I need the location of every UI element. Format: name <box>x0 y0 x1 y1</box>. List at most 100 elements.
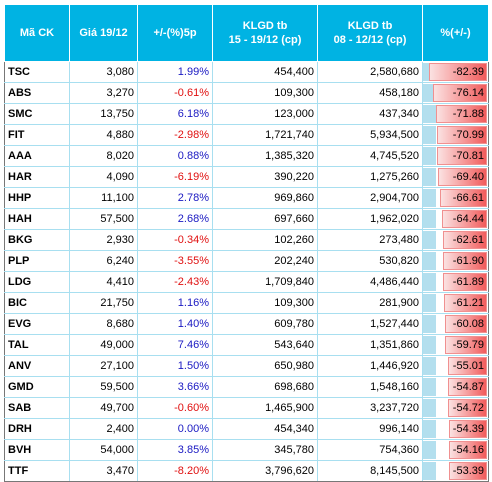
table-row: FIT 4,880 -2.98% 1,721,740 5,934,500 -70.99 <box>4 124 489 146</box>
volume-change-cell: -69.40 <box>422 166 489 188</box>
price-cell: 3,270 <box>69 82 138 104</box>
avg-volume-previous-cell: 4,486,440 <box>317 271 423 293</box>
price-cell: 59,500 <box>69 376 138 398</box>
avg-volume-previous-cell: 458,180 <box>317 82 423 104</box>
ticker-cell: SAB <box>4 397 70 419</box>
volume-change-cell: -61.89 <box>422 271 489 293</box>
ticker-cell: DRH <box>4 418 70 440</box>
volume-change-bar <box>442 210 487 228</box>
volume-change-table: Mã CK Giá 19/12 +/-(%)5p KLGD tb 15 - 19… <box>4 4 489 482</box>
volume-change-cell: -66.61 <box>422 187 489 209</box>
avg-volume-current-cell: 969,860 <box>212 187 318 209</box>
price-cell: 8,020 <box>69 145 138 167</box>
volume-change-bar <box>448 399 487 417</box>
avg-volume-previous-cell: 5,934,500 <box>317 124 423 146</box>
ticker-cell: GMD <box>4 376 70 398</box>
table-row: SAB 49,700 -0.60% 1,465,900 3,237,720 -54.72 <box>4 397 489 419</box>
volume-change-bar <box>440 189 487 207</box>
volume-change-bar <box>436 105 487 123</box>
volume-change-bar <box>433 84 487 102</box>
bar-background <box>423 273 436 291</box>
table-row: TTF 3,470 -8.20% 3,796,620 8,145,500 -53.39 <box>4 460 489 482</box>
avg-volume-previous-cell: 2,904,700 <box>317 187 423 209</box>
volume-change-value: -60.08 <box>452 318 484 330</box>
avg-volume-current-cell: 454,400 <box>212 61 318 83</box>
volume-change-value: -54.39 <box>452 423 484 435</box>
header-avg-volume-current: KLGD tb 15 - 19/12 (cp) <box>212 4 318 62</box>
ticker-cell: FIT <box>4 124 70 146</box>
volume-change-bar <box>449 441 487 459</box>
table-row: DRH 2,400 0.00% 454,340 996,140 -54.39 <box>4 418 489 440</box>
ticker-cell: TTF <box>4 460 70 482</box>
volume-change-cell: -62.61 <box>422 229 489 251</box>
bar-background <box>423 252 436 270</box>
volume-change-bar <box>443 273 487 291</box>
ticker-cell: TAL <box>4 334 70 356</box>
avg-volume-previous-cell: 273,480 <box>317 229 423 251</box>
table-row: EVG 8,680 1.40% 609,780 1,527,440 -60.08 <box>4 313 489 335</box>
table-row: SMC 13,750 6.18% 123,000 437,340 -71.88 <box>4 103 489 125</box>
volume-change-value: -69.40 <box>452 171 484 183</box>
avg-volume-previous-cell: 1,548,160 <box>317 376 423 398</box>
table-row: BVH 54,000 3.85% 345,780 754,360 -54.16 <box>4 439 489 461</box>
price-cell: 54,000 <box>69 439 138 461</box>
avg-volume-current-cell: 698,680 <box>212 376 318 398</box>
price-cell: 49,700 <box>69 397 138 419</box>
ticker-cell: HAR <box>4 166 70 188</box>
avg-volume-current-cell: 3,796,620 <box>212 460 318 482</box>
price-cell: 3,080 <box>69 61 138 83</box>
bar-background <box>423 441 436 459</box>
volume-change-value: -66.61 <box>452 192 484 204</box>
volume-change-cell: -53.39 <box>422 460 489 482</box>
avg-volume-previous-cell: 1,275,260 <box>317 166 423 188</box>
volume-change-value: -76.14 <box>452 87 484 99</box>
price-change-cell: -2.43% <box>137 271 213 293</box>
avg-volume-previous-cell: 754,360 <box>317 439 423 461</box>
avg-volume-previous-cell: 1,962,020 <box>317 208 423 230</box>
volume-change-cell: -54.39 <box>422 418 489 440</box>
bar-background <box>423 147 436 165</box>
volume-change-value: -54.87 <box>452 381 484 393</box>
price-change-cell: -0.34% <box>137 229 213 251</box>
price-change-cell: -0.60% <box>137 397 213 419</box>
price-change-cell: 0.00% <box>137 418 213 440</box>
ticker-cell: ABS <box>4 82 70 104</box>
ticker-cell: PLP <box>4 250 70 272</box>
ticker-cell: BKG <box>4 229 70 251</box>
volume-change-value: -82.39 <box>452 66 484 78</box>
volume-change-value: -61.90 <box>452 255 484 267</box>
volume-change-value: -59.79 <box>452 339 484 351</box>
avg-volume-previous-cell: 281,900 <box>317 292 423 314</box>
volume-change-bar <box>445 336 487 354</box>
avg-volume-previous-cell: 3,237,720 <box>317 397 423 419</box>
volume-change-bar <box>438 168 487 186</box>
volume-change-value: -62.61 <box>452 234 484 246</box>
bar-background <box>423 210 436 228</box>
price-change-cell: 3.66% <box>137 376 213 398</box>
table-row: TSC 3,080 1.99% 454,400 2,580,680 -82.39 <box>4 61 489 83</box>
avg-volume-previous-cell: 4,745,520 <box>317 145 423 167</box>
price-cell: 13,750 <box>69 103 138 125</box>
volume-change-value: -55.01 <box>452 360 484 372</box>
bar-background <box>423 378 436 396</box>
volume-change-cell: -59.79 <box>422 334 489 356</box>
volume-change-value: -54.16 <box>452 444 484 456</box>
volume-change-cell: -76.14 <box>422 82 489 104</box>
volume-change-bar <box>448 357 487 375</box>
ticker-cell: ANV <box>4 355 70 377</box>
header-price-change: +/-(%)5p <box>137 4 213 62</box>
price-change-cell: 0.88% <box>137 145 213 167</box>
avg-volume-current-cell: 109,300 <box>212 292 318 314</box>
volume-change-value: -61.21 <box>452 297 484 309</box>
bar-background <box>423 168 436 186</box>
price-change-cell: -2.98% <box>137 124 213 146</box>
volume-change-value: -53.39 <box>452 465 484 477</box>
avg-volume-current-cell: 650,980 <box>212 355 318 377</box>
avg-volume-current-cell: 102,260 <box>212 229 318 251</box>
volume-change-bar <box>437 147 487 165</box>
avg-volume-previous-cell: 1,351,860 <box>317 334 423 356</box>
avg-volume-current-cell: 345,780 <box>212 439 318 461</box>
avg-volume-previous-cell: 437,340 <box>317 103 423 125</box>
avg-volume-previous-cell: 1,527,440 <box>317 313 423 335</box>
volume-change-cell: -54.87 <box>422 376 489 398</box>
